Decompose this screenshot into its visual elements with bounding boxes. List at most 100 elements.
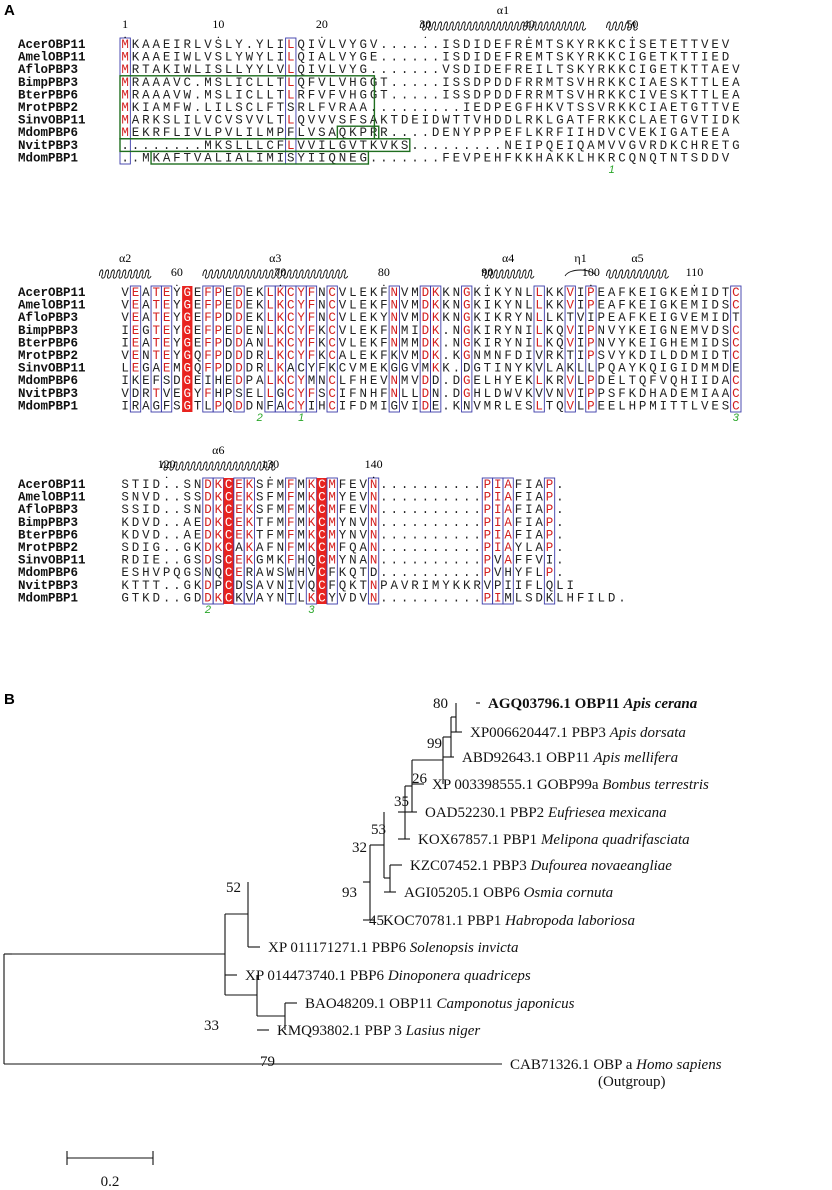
residue: G [463,349,471,363]
residue: F [339,541,347,555]
residue: . [391,478,399,492]
residue: D [722,51,730,65]
sequence-name: AfloPBP3 [18,63,78,77]
residue: I [494,503,502,517]
residue: F [287,528,295,542]
residue: N [453,126,461,140]
residue: V [722,38,730,52]
residue: C [287,299,295,313]
residue: P [215,399,223,413]
residue: L [535,311,543,325]
residue: L [225,38,233,52]
residue: L [515,591,523,605]
residue: S [339,114,347,128]
residue: M [121,51,129,65]
residue: E [680,324,688,338]
residue: . [422,566,430,580]
residue: S [722,324,730,338]
residue: S [287,101,295,115]
residue: D [204,528,212,542]
residue: C [318,554,326,568]
bootstrap-value: 45 [369,913,384,929]
residue: I [142,478,150,492]
residue: P [215,126,223,140]
residue: A [504,503,512,517]
residue: C [225,579,233,593]
residue: P [215,286,223,300]
sequence-name: BterPBP6 [18,336,78,350]
residue: G [463,299,471,313]
residue: K [598,38,606,52]
residue: V [629,126,637,140]
helix-glyph [481,269,535,279]
residue: M [691,286,699,300]
residue: C [287,311,295,325]
residue: V [339,336,347,350]
residue: M [204,139,212,153]
residue: T [152,311,160,325]
residue: V [339,311,347,325]
residue: K [670,286,678,300]
residue: . [442,101,450,115]
taxon-accession: KOX67857.1 PBP1 [418,832,541,848]
residue: C [629,88,637,102]
sequence-name: MdomPBP6 [18,374,78,388]
residue: I [308,151,316,165]
residue: C [184,76,192,90]
residue: G [184,399,192,413]
residue: V [473,114,481,128]
residue: I [649,286,657,300]
residue: H [318,399,326,413]
residue: I [649,349,657,363]
residue: . [442,478,450,492]
residue: . [380,554,388,568]
sequence-name: MdomPBP6 [18,566,78,580]
residue: E [246,324,254,338]
taxon-label: KOX67857.1 PBP1 Melipona quadrifasciata [418,832,690,848]
residue: I [184,114,192,128]
residue: M [359,362,367,376]
residue: I [142,101,150,115]
residue: . [556,516,564,530]
residue: A [722,387,730,401]
position-number: 40 [523,17,535,31]
residue: T [556,76,564,90]
residue: V [608,324,616,338]
residue: T [152,349,160,363]
taxon-label: CAB71326.1 OBP a Homo sapiens [510,1057,722,1073]
residue: C [318,516,326,530]
residue: K [546,324,554,338]
residue: L [173,126,181,140]
residue: N [453,299,461,313]
residue: D [598,126,606,140]
residue: N [391,286,399,300]
residue: M [401,374,409,388]
residue: R [297,101,305,115]
residue: Y [504,336,512,350]
residue: E [194,299,202,313]
bootstrap-value: 26 [412,771,428,787]
residue: C [328,324,336,338]
residue: D [711,336,719,350]
residue: . [173,541,181,555]
residue: . [391,566,399,580]
residue: D [722,362,730,376]
residue: . [391,88,399,102]
residue: L [546,63,554,77]
residue: N [504,362,512,376]
residue: T [701,114,709,128]
residue: A [722,126,730,140]
residue: F [328,579,336,593]
residue: V [359,528,367,542]
residue: . [422,541,430,555]
residue: A [391,579,399,593]
residue: K [246,541,254,555]
residue: G [691,101,699,115]
residue: . [401,63,409,77]
residue: G [121,591,129,605]
residue: I [660,399,668,413]
residue: F [618,387,626,401]
residue: L [577,151,585,165]
residue: L [328,63,336,77]
residue: P [484,554,492,568]
